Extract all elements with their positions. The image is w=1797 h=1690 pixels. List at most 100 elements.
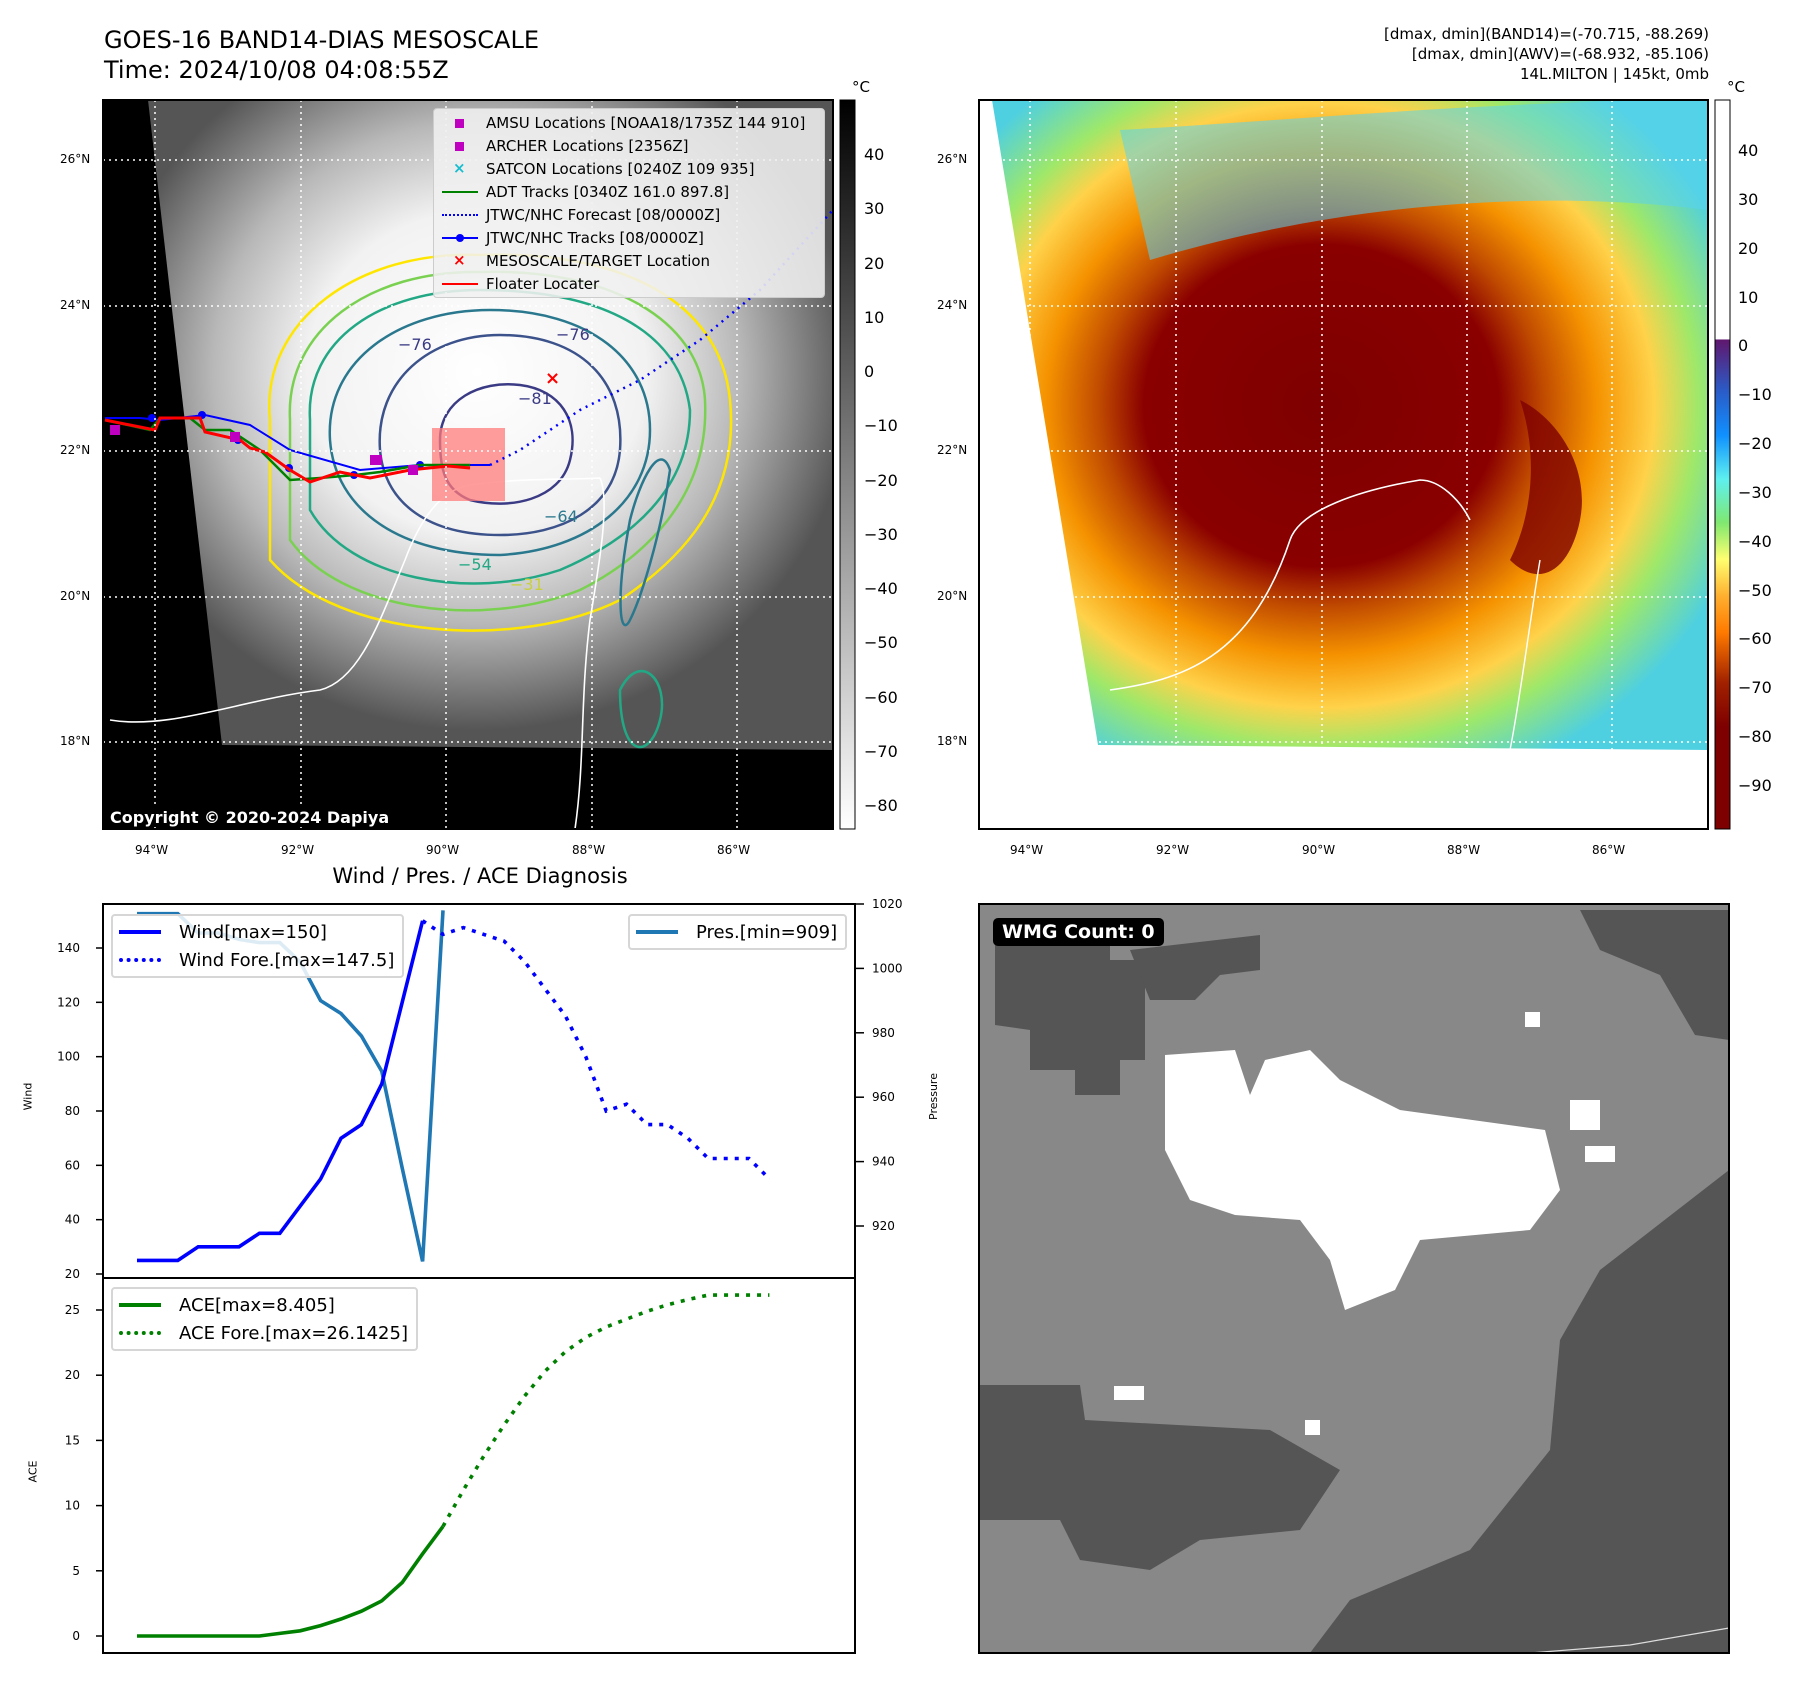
lat-tick-label: 20°N	[60, 589, 91, 603]
colorbar-tick-label: −30	[1738, 482, 1772, 502]
contour-teal	[308, 288, 692, 585]
ace-tick-label: 15	[65, 1433, 80, 1447]
marker-square	[370, 455, 382, 465]
dotted-line-icon	[119, 1328, 171, 1338]
right-colorbar-unit: °C	[1727, 78, 1745, 96]
wmg-count-badge: WMG Count: 0	[993, 918, 1164, 946]
colorbar-tick-label: −80	[864, 796, 898, 815]
ace-axis-label: ACE	[26, 1460, 40, 1483]
colorbar-tick-label: −80	[1738, 727, 1772, 747]
ace-legend: ACE[max=8.405] ACE Fore.[max=26.1425]	[111, 1287, 418, 1351]
colorbar-tick-label: 0	[1738, 336, 1749, 356]
colorbar-tick-label: −10	[864, 416, 898, 436]
pressure-tick-label: 940	[872, 1155, 895, 1169]
legend-item-mesoscale-target: × MESOSCALE/TARGET Location	[434, 249, 824, 272]
contour-blue	[328, 308, 652, 557]
right-map-frame	[978, 99, 1709, 830]
pressure-tick-label: 1000	[872, 961, 903, 975]
lon-tick-label: 94°W	[1010, 843, 1044, 857]
lat-tick-label: 24°N	[937, 298, 968, 312]
series-line	[137, 1525, 445, 1638]
awv-east-band	[1510, 400, 1582, 575]
coastline	[1509, 559, 1541, 751]
lon-tick-label: 86°W	[717, 843, 751, 857]
lon-tick-label: 92°W	[281, 843, 315, 857]
wmg-cold-pixel	[1305, 1420, 1320, 1435]
jtwc-track-line	[105, 413, 490, 472]
colorbar-tick-label: 20	[864, 253, 885, 273]
colorbar-tick-label: −40	[1738, 531, 1772, 551]
colorbar-tick-label: 20	[1738, 238, 1759, 258]
copyright-label: Copyright © 2020-2024 Dapiya	[106, 808, 394, 827]
ace-tick-label: 10	[65, 1499, 80, 1513]
contour-lightgreen	[288, 270, 707, 612]
awv-moist-band	[1120, 100, 1708, 260]
ace-tick-label: 20	[65, 1368, 80, 1382]
wmg-cold-cloud-region	[1165, 1050, 1560, 1310]
wmg-dark-region	[1580, 910, 1729, 1040]
wmg-cold-pixel	[1570, 1100, 1600, 1130]
contour-label: −81	[518, 389, 552, 408]
lat-tick-label: 26°N	[937, 152, 968, 166]
legend-item-adt: ADT Tracks [0340Z 161.0 897.8]	[434, 180, 824, 203]
mesoscale-target-marker: ×	[545, 368, 560, 389]
wmg-dark-region	[995, 940, 1145, 1095]
contour-label: −31	[510, 575, 544, 594]
wind-tick-label: 120	[57, 995, 80, 1009]
pressure-tick-label: 920	[872, 1219, 895, 1233]
ace-tick-label: 0	[72, 1629, 80, 1643]
wind-tick-label: 20	[65, 1267, 80, 1281]
wind-tick-label: 100	[57, 1050, 80, 1064]
right-colorbar	[1714, 99, 1731, 830]
line-dot-icon	[434, 228, 486, 248]
wind-tick-label: 80	[65, 1104, 80, 1118]
right-gridlines	[979, 100, 1708, 829]
floater-locater-track	[104, 416, 471, 484]
wmg-cold-pixel	[1114, 1386, 1144, 1400]
legend-item-amsu: AMSU Locations [NOAA18/1735Z 144 910]	[434, 111, 824, 134]
legend-item-floater: Floater Locater	[434, 272, 824, 295]
x-marker-icon: ×	[453, 250, 466, 269]
lon-tick-label: 90°W	[426, 843, 460, 857]
solid-line-icon	[636, 927, 688, 937]
legend-item-ace: ACE[max=8.405]	[113, 1291, 408, 1319]
colorbar-tick-label: 10	[1738, 287, 1759, 307]
coastline	[1109, 479, 1471, 691]
colorbar-tick-label: −70	[1738, 678, 1772, 698]
lat-tick-label: 24°N	[60, 298, 91, 312]
dotted-line-icon	[119, 955, 171, 965]
colorbar-tick-label: −60	[1738, 629, 1772, 649]
colorbar-tick-label: 10	[864, 307, 885, 327]
lon-tick-label: 90°W	[1302, 843, 1336, 857]
ace-tick-label: 25	[65, 1303, 80, 1317]
contour-label: −64	[544, 507, 578, 526]
lat-tick-label: 22°N	[937, 443, 968, 457]
colorbar-tick-label: −70	[864, 741, 898, 761]
colorbar-tick-label: 30	[864, 199, 885, 219]
line-icon	[434, 274, 486, 294]
marker-square	[408, 465, 418, 475]
diagnosis-title: Wind / Pres. / ACE Diagnosis	[332, 864, 628, 888]
colorbar-tick-label: 40	[864, 145, 885, 164]
legend-item-satcon: × SATCON Locations [0240Z 109 935]	[434, 157, 824, 180]
colorbar-tick-label: −20	[1738, 434, 1772, 454]
marker-square	[110, 425, 120, 435]
left-colorbar-unit: °C	[852, 78, 870, 96]
pressure-tick-label: 960	[872, 1090, 895, 1104]
coastline	[109, 477, 605, 829]
stats-band14: [dmax, dmin](BAND14)=(-70.715, -88.269)	[1384, 25, 1709, 43]
contour-yellow	[268, 253, 733, 632]
contour-label: −76	[398, 335, 432, 354]
lat-tick-label: 22°N	[60, 443, 91, 457]
colorbar-tick-label: 0	[864, 362, 875, 381]
lat-tick-label: 18°N	[60, 734, 91, 748]
pressure-y-ticks: 920 940 960 980 1000 1020	[855, 897, 903, 1233]
stats-storm: 14L.MILTON | 145kt, 0mb	[1519, 65, 1709, 83]
wmg-cold-pixel	[1585, 1146, 1615, 1162]
wind-tick-label: 140	[57, 941, 80, 955]
ace-tick-label: 5	[72, 1564, 80, 1578]
legend-item-wind: Wind[max=150]	[113, 918, 394, 946]
legend-item-archer: ARCHER Locations [2356Z]	[434, 134, 824, 157]
pressure-tick-label: 980	[872, 1026, 895, 1040]
legend-item-wind-forecast: Wind Fore.[max=147.5]	[113, 946, 394, 974]
